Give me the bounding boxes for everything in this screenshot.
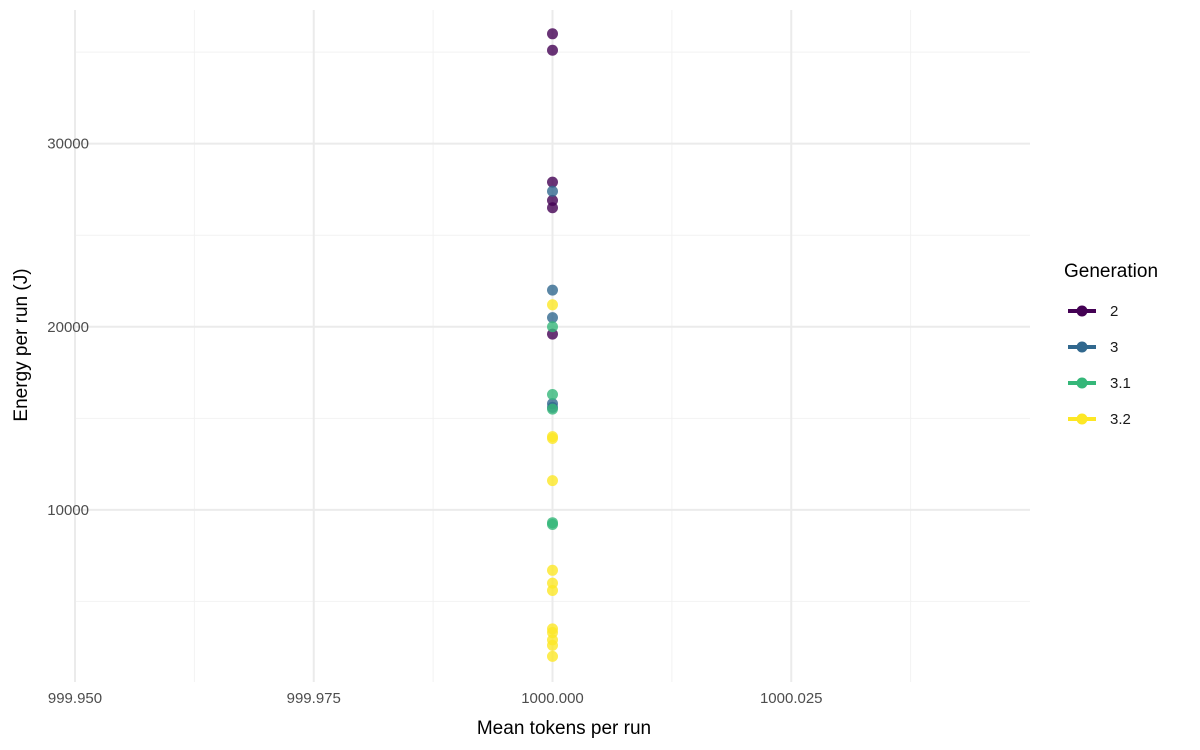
data-point-gen-2: [547, 202, 558, 214]
data-point-gen-2: [547, 44, 558, 56]
data-point-gen-2: [547, 28, 558, 40]
legend-label: 3: [1110, 339, 1118, 356]
y-tick-label: 10000: [47, 502, 89, 519]
x-tick-label: 999.950: [48, 690, 102, 707]
y-axis-title: Energy per run (J): [11, 268, 32, 421]
y-tick-label: 30000: [47, 136, 89, 153]
data-points: [547, 28, 558, 662]
x-axis-title: Mean tokens per run: [477, 718, 651, 739]
data-point-gen-3.2: [547, 432, 558, 444]
data-point-gen-3.2: [547, 650, 558, 662]
data-point-gen-3: [547, 312, 558, 324]
legend-label: 3.1: [1110, 375, 1131, 392]
data-point-gen-3.2: [547, 299, 558, 311]
legend: Generation 2 3 3.1 3.2: [1064, 261, 1158, 428]
data-point-gen-3.1: [547, 519, 558, 531]
data-point-gen-3.2: [547, 475, 558, 487]
legend-label: 2: [1110, 303, 1118, 320]
x-tick-label: 999.975: [287, 690, 341, 707]
x-tick-label: 1000.000: [521, 690, 584, 707]
data-point-gen-2: [547, 176, 558, 188]
data-point-gen-3.2: [547, 584, 558, 596]
legend-key-marker: [1076, 413, 1088, 425]
data-point-gen-3.2: [547, 564, 558, 576]
data-point-gen-3.1: [547, 403, 558, 415]
legend-key-marker: [1076, 341, 1088, 353]
x-tick-label: 1000.025: [760, 690, 823, 707]
data-point-gen-3.2: [547, 639, 558, 651]
data-point-gen-3.1: [547, 321, 558, 333]
legend-label: 3.2: [1110, 411, 1131, 428]
y-tick-label: 20000: [47, 319, 89, 336]
legend-key-marker: [1076, 305, 1088, 317]
data-point-gen-3: [547, 284, 558, 296]
legend-key-marker: [1076, 377, 1088, 389]
data-point-gen-3: [547, 185, 558, 197]
x-axis-ticks: 999.950 999.975 1000.000 1000.025: [48, 690, 823, 707]
data-point-gen-3.1: [547, 389, 558, 401]
legend-title: Generation: [1064, 261, 1158, 282]
y-axis-ticks: 10000 20000 30000: [47, 136, 89, 519]
